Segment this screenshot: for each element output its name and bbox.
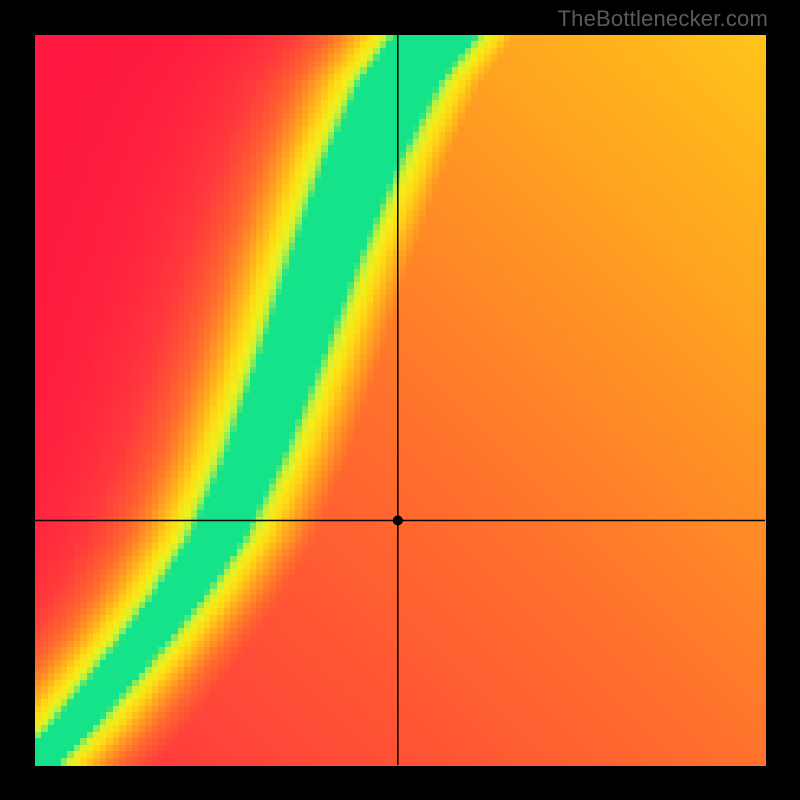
bottleneck-heatmap: [0, 0, 800, 800]
chart-container: TheBottlenecker.com: [0, 0, 800, 800]
watermark-text: TheBottlenecker.com: [558, 6, 768, 32]
